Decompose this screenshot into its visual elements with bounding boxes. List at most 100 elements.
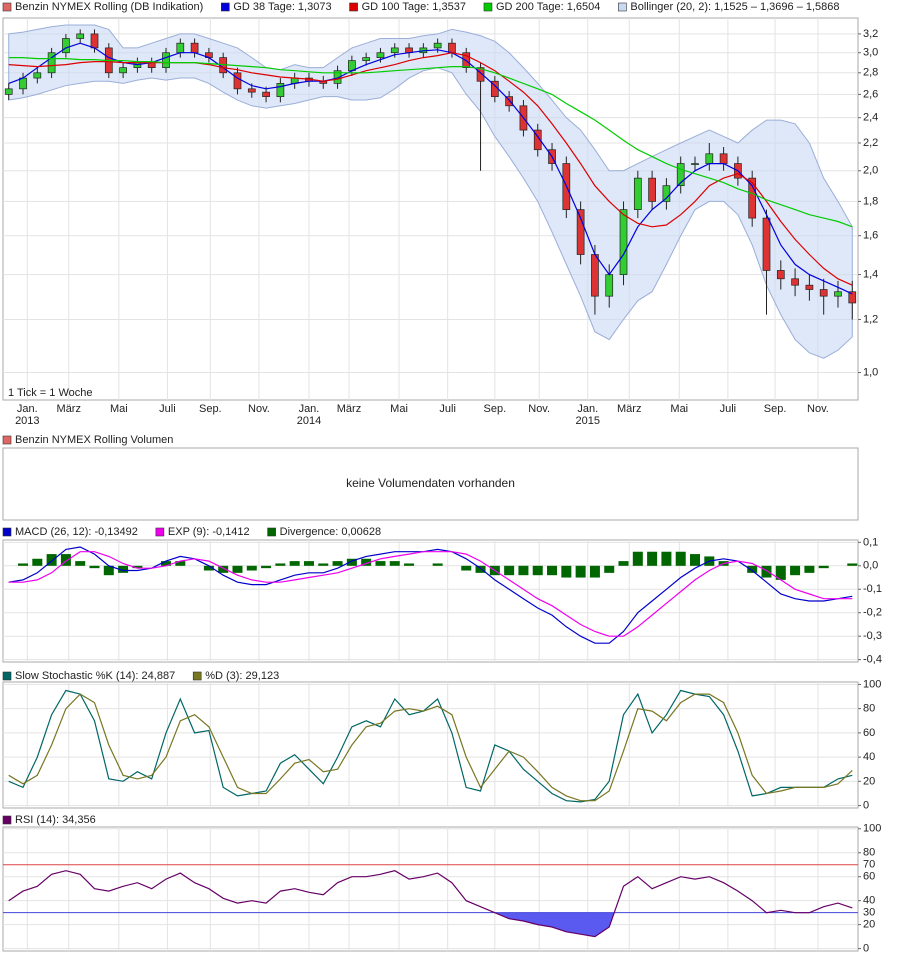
legend-label: Slow Stochastic %K (14): 24,887 bbox=[15, 670, 175, 682]
divergence-bar bbox=[346, 558, 357, 566]
divergence-bar bbox=[804, 565, 815, 573]
x-tick-label: Nov. bbox=[248, 403, 270, 415]
divergence-bar bbox=[775, 565, 786, 580]
y-tick-label: 1,0 bbox=[863, 366, 878, 378]
y-tick-label: 40 bbox=[863, 895, 875, 907]
divergence-bar bbox=[303, 561, 314, 566]
candle-body bbox=[76, 33, 85, 39]
candle-body bbox=[591, 254, 599, 297]
divergence-bar bbox=[504, 565, 515, 576]
divergence-bar bbox=[690, 554, 701, 566]
y-tick-label: 60 bbox=[863, 871, 875, 883]
moving-average-line bbox=[8, 57, 853, 228]
indicator-line bbox=[8, 870, 853, 938]
candle-body bbox=[691, 163, 699, 165]
candle-body bbox=[262, 91, 270, 97]
divergence-bar bbox=[589, 565, 600, 578]
candle-body bbox=[448, 42, 456, 54]
divergence-bar bbox=[461, 565, 472, 571]
candle-body bbox=[576, 209, 585, 255]
no-data-message: keine Volumendaten vorhanden bbox=[346, 476, 515, 490]
legend-swatch bbox=[221, 2, 230, 12]
y-tick-label: 20 bbox=[863, 775, 875, 787]
x-tick-label: Jan. bbox=[17, 403, 38, 415]
candle-body bbox=[190, 42, 199, 54]
divergence-bar bbox=[361, 558, 372, 566]
y-tick-label: 2,6 bbox=[863, 88, 878, 100]
legend-label: EXP (9): -0,1412 bbox=[168, 526, 250, 538]
divergence-bar bbox=[375, 561, 386, 566]
x-tick-label: Sep. bbox=[764, 403, 787, 415]
divergence-bar bbox=[790, 565, 801, 576]
legend-label: Bollinger (20, 2): 1,1525 – 1,3696 – 1,5… bbox=[630, 1, 839, 13]
candle-body bbox=[233, 72, 242, 90]
legend-swatch bbox=[267, 527, 276, 537]
candle-body bbox=[791, 278, 799, 286]
moving-average-line bbox=[8, 52, 853, 286]
divergence-bar bbox=[604, 565, 615, 573]
divergence-bar bbox=[518, 565, 529, 576]
candle-body bbox=[247, 88, 256, 93]
candle-body bbox=[62, 38, 70, 54]
y-tick-label: -0,3 bbox=[863, 630, 882, 642]
candle-body bbox=[333, 70, 342, 84]
candle-body bbox=[819, 289, 828, 297]
divergence-bar bbox=[132, 565, 143, 569]
x-tick-label: März bbox=[57, 403, 81, 415]
divergence-bar bbox=[661, 551, 672, 566]
y-tick-label: 1,2 bbox=[863, 313, 878, 325]
x-tick-label: Mai bbox=[390, 403, 408, 415]
y-tick-label: 80 bbox=[863, 847, 875, 859]
indicator-line bbox=[8, 693, 853, 802]
legend-label: Benzin NYMEX Rolling (DB Indikation) bbox=[15, 1, 203, 13]
x-year-label: 2014 bbox=[297, 415, 321, 427]
divergence-bar bbox=[261, 565, 272, 569]
x-year-label: 2013 bbox=[15, 415, 39, 427]
candle-body bbox=[362, 57, 371, 61]
divergence-bar bbox=[532, 565, 543, 576]
divergence-bar bbox=[60, 554, 71, 566]
x-tick-label: Nov. bbox=[807, 403, 829, 415]
divergence-bar bbox=[647, 551, 658, 566]
candle-body bbox=[390, 47, 399, 54]
divergence-bar bbox=[632, 551, 643, 566]
y-tick-label: 2,2 bbox=[863, 137, 878, 149]
divergence-bar bbox=[761, 565, 772, 578]
divergence-bar bbox=[747, 565, 758, 573]
candle-body bbox=[705, 153, 714, 164]
legend-swatch bbox=[2, 435, 12, 445]
bollinger-band bbox=[8, 24, 853, 359]
y-tick-label: 0 bbox=[863, 943, 869, 955]
legend-swatch bbox=[618, 2, 627, 12]
divergence-bar bbox=[318, 563, 329, 566]
x-tick-label: Mai bbox=[110, 403, 128, 415]
y-tick-label: 2,4 bbox=[863, 112, 878, 124]
y-tick-label: 2,0 bbox=[863, 165, 878, 177]
panel-frame bbox=[2, 17, 859, 401]
divergence-bar bbox=[475, 565, 486, 573]
x-tick-label: März bbox=[617, 403, 641, 415]
legend-swatch bbox=[192, 671, 202, 681]
legend-swatch bbox=[2, 815, 12, 825]
x-tick-label: Jan. bbox=[299, 403, 320, 415]
divergence-bar bbox=[332, 561, 343, 566]
divergence-bar bbox=[618, 561, 629, 566]
y-tick-label: -0,2 bbox=[863, 607, 882, 619]
divergence-bar bbox=[46, 554, 57, 566]
divergence-bar bbox=[75, 561, 86, 566]
divergence-bar bbox=[89, 565, 100, 569]
candle-body bbox=[176, 42, 185, 54]
divergence-bar bbox=[389, 561, 400, 566]
y-tick-label: -0,4 bbox=[863, 654, 882, 666]
divergence-bar bbox=[32, 558, 43, 566]
y-tick-label: 1,4 bbox=[863, 268, 878, 280]
candle-body bbox=[533, 129, 542, 151]
divergence-bar bbox=[18, 563, 29, 566]
divergence-bar bbox=[175, 561, 186, 566]
x-tick-label: Juli bbox=[159, 403, 176, 415]
divergence-bar bbox=[275, 563, 286, 566]
divergence-bar bbox=[575, 565, 586, 578]
legend-swatch bbox=[155, 527, 165, 537]
candle-body bbox=[676, 163, 685, 187]
candle-body bbox=[805, 284, 814, 290]
